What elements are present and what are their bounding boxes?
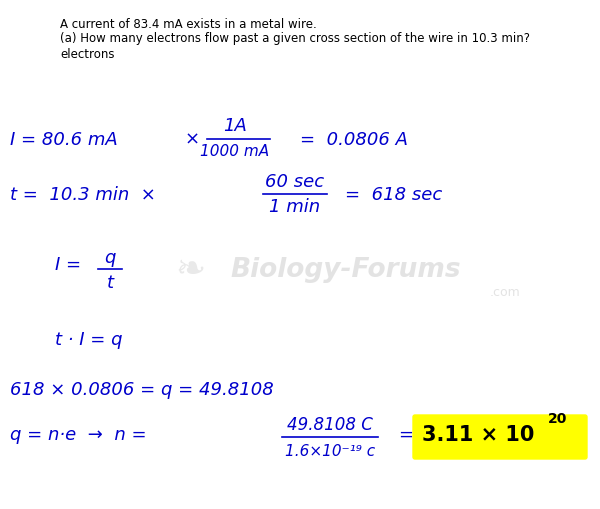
Text: A current of 83.4 mA exists in a metal wire.: A current of 83.4 mA exists in a metal w… bbox=[60, 18, 317, 31]
Text: ❧: ❧ bbox=[175, 252, 205, 287]
Text: 1.6×10⁻¹⁹ c: 1.6×10⁻¹⁹ c bbox=[285, 444, 375, 459]
Text: 20: 20 bbox=[548, 411, 568, 425]
Text: 3.11 × 10: 3.11 × 10 bbox=[422, 424, 535, 444]
Text: 618 × 0.0806 = q = 49.8108: 618 × 0.0806 = q = 49.8108 bbox=[10, 380, 274, 398]
Text: Biology-Forums: Biology-Forums bbox=[230, 257, 461, 282]
Text: t: t bbox=[107, 273, 113, 292]
Text: 1 min: 1 min bbox=[269, 197, 320, 216]
Text: t · I = q: t · I = q bbox=[55, 330, 122, 348]
Text: =  0.0806 A: = 0.0806 A bbox=[300, 131, 408, 149]
Text: =  618 sec: = 618 sec bbox=[345, 186, 442, 204]
Text: .com: .com bbox=[490, 285, 521, 298]
Text: 60 sec: 60 sec bbox=[265, 173, 325, 191]
Text: q: q bbox=[104, 248, 116, 267]
Text: (a) How many electrons flow past a given cross section of the wire in 10.3 min?: (a) How many electrons flow past a given… bbox=[60, 32, 530, 45]
Text: I = 80.6 mA: I = 80.6 mA bbox=[10, 131, 118, 149]
Text: electrons: electrons bbox=[60, 48, 115, 61]
Text: 1000 mA: 1000 mA bbox=[200, 144, 269, 159]
Text: t =  10.3 min  ×: t = 10.3 min × bbox=[10, 186, 156, 204]
Text: =: = bbox=[398, 425, 413, 443]
Text: 49.8108 C: 49.8108 C bbox=[287, 415, 373, 433]
Text: I =: I = bbox=[55, 256, 81, 273]
Text: ×: × bbox=[185, 131, 200, 149]
Text: 1A: 1A bbox=[223, 117, 247, 135]
Text: q = n·e  →  n =: q = n·e → n = bbox=[10, 425, 146, 443]
FancyBboxPatch shape bbox=[413, 415, 587, 459]
